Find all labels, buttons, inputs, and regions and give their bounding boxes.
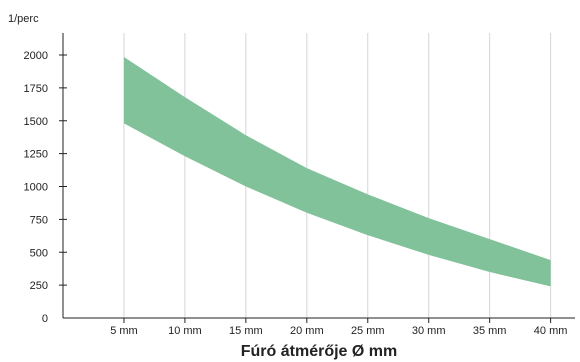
- y-tick-label-1500: 1500: [24, 116, 48, 128]
- grid: [123, 33, 552, 318]
- x-tick-label-6: 30 mm: [412, 325, 446, 337]
- rpm-band-area: [124, 57, 551, 287]
- y-tick-label-1750: 1750: [24, 83, 48, 95]
- y-axis-ticks: 0 250 500 750 1000 1250 1500 1750 2000: [24, 50, 67, 325]
- x-tick-label-3: 15 mm: [229, 325, 263, 337]
- x-tick-label-2: 10 mm: [168, 325, 202, 337]
- x-axis-title: Fúró átmérője Ø mm: [241, 343, 397, 360]
- y-tick-label-250: 250: [30, 280, 48, 292]
- y-tick-label-1250: 1250: [24, 149, 48, 161]
- x-tick-label-7: 35 mm: [473, 325, 507, 337]
- y-tick-label-2000: 2000: [24, 50, 48, 62]
- y-tick-label-500: 500: [30, 247, 48, 259]
- y-tick-label-0: 0: [42, 313, 48, 325]
- y-axis-unit-label: 1/perc: [8, 13, 39, 25]
- x-tick-label-4: 20 mm: [290, 325, 324, 337]
- y-tick-label-1000: 1000: [24, 182, 48, 194]
- x-tick-label-8: 40 mm: [534, 325, 568, 337]
- x-tick-label-5: 25 mm: [351, 325, 385, 337]
- y-tick-label-750: 750: [30, 214, 48, 226]
- x-axis-ticks: 5 mm 10 mm 15 mm 20 mm 25 mm 30 mm 35 mm 40 mm: [110, 318, 567, 337]
- x-tick-label-1: 5 mm: [110, 325, 138, 337]
